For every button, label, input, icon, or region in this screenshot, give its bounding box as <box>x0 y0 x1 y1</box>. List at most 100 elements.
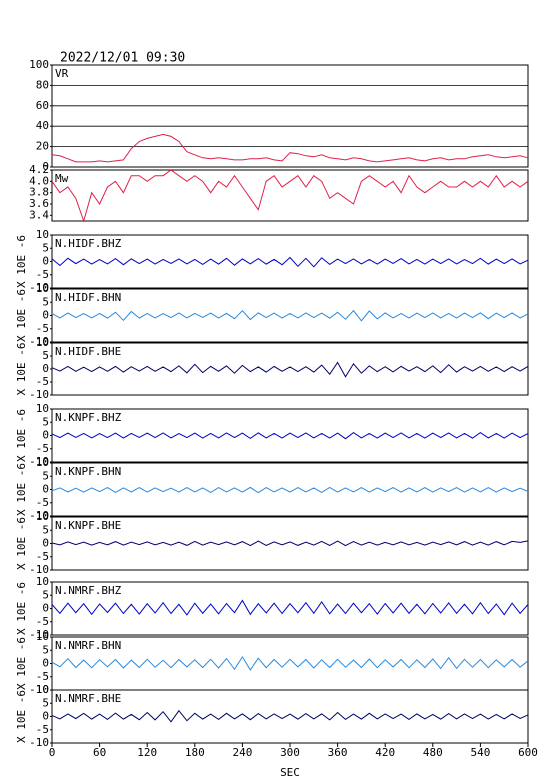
y-tick-label: 10 <box>36 683 49 696</box>
x-tick-label: 120 <box>137 746 157 759</box>
panel-frame <box>51 689 529 744</box>
panel-label: N.KNPF.BHN <box>55 465 121 478</box>
y-tick-label: -10 <box>29 736 49 749</box>
y-tick-label: 0 <box>42 429 49 442</box>
y-tick-label: 0 <box>42 309 49 322</box>
series-line <box>51 309 529 322</box>
y-axis-label: X 10E -6 <box>15 517 28 570</box>
y-tick-label: 5 <box>42 415 49 428</box>
y-tick-label: 3.4 <box>29 208 49 221</box>
series-line <box>51 599 529 616</box>
panel-label: N.HIDF.BHE <box>55 345 121 358</box>
series-line <box>51 486 529 494</box>
panel-frame <box>51 581 529 636</box>
y-axis-label: X 10E -6 <box>15 690 28 743</box>
x-tick-label: 360 <box>328 746 348 759</box>
y-tick-label: 4.2 <box>29 163 49 176</box>
y-tick-label: 5 <box>42 643 49 656</box>
y-tick-label: 10 <box>36 282 49 295</box>
series-line <box>51 133 529 163</box>
x-tick-label: 540 <box>470 746 490 759</box>
y-tick-label: 0 <box>42 602 49 615</box>
y-axis-label: X 10E -6 <box>15 582 28 635</box>
y-tick-label: -5 <box>36 550 49 563</box>
y-tick-label: -5 <box>36 375 49 388</box>
panel-label: N.HIDF.BHN <box>55 291 121 304</box>
y-axis-label: X 10E -6 <box>15 409 28 462</box>
panel-frame <box>51 169 529 222</box>
y-tick-label: 5 <box>42 523 49 536</box>
y-axis-label: X 10E -6 <box>15 343 28 396</box>
y-tick-label: -10 <box>29 388 49 401</box>
x-axis-label: SEC <box>280 766 300 779</box>
y-tick-label: 3.8 <box>29 186 49 199</box>
y-tick-label: 5 <box>42 469 49 482</box>
y-tick-label: -10 <box>29 628 49 641</box>
panel-frame <box>51 64 529 168</box>
y-tick-label: 10 <box>36 402 49 415</box>
panel-label: N.NMRF.BHN <box>55 639 121 652</box>
x-tick-label: 180 <box>185 746 205 759</box>
panel-label: VR <box>55 67 69 80</box>
y-tick-label: -10 <box>29 509 49 522</box>
x-tick-label: 300 <box>280 746 300 759</box>
y-axis-label: X 10E -6 <box>15 637 28 690</box>
series-line <box>51 540 529 547</box>
panel-frame <box>51 342 529 396</box>
y-tick-label: 10 <box>36 228 49 241</box>
y-tick-label: 20 <box>36 140 49 153</box>
y-tick-label: 3.6 <box>29 197 49 210</box>
chart-title: 2022/12/01 09:30 <box>60 51 185 66</box>
y-tick-label: 5 <box>42 241 49 254</box>
y-tick-label: -10 <box>29 455 49 468</box>
panel-label: Mw <box>55 172 69 185</box>
series-line <box>51 655 529 671</box>
panel-frame <box>51 636 529 691</box>
y-tick-label: 10 <box>36 336 49 349</box>
y-tick-label: 0 <box>42 657 49 670</box>
y-tick-label: 5 <box>42 588 49 601</box>
y-tick-label: 0 <box>42 255 49 268</box>
y-tick-label: -10 <box>29 563 49 576</box>
series-line <box>51 361 529 378</box>
panel-frame <box>51 462 529 517</box>
panel-label: N.KNPF.BHE <box>55 519 121 532</box>
y-tick-label: -10 <box>29 335 49 348</box>
panel-label: N.HIDF.BHZ <box>55 237 122 250</box>
series-line <box>51 709 529 723</box>
y-axis-label: X 10E -6 <box>15 463 28 516</box>
y-tick-label: 10 <box>36 456 49 469</box>
y-tick-label: 10 <box>36 575 49 588</box>
y-tick-label: -5 <box>36 322 49 335</box>
y-tick-label: 5 <box>42 295 49 308</box>
y-tick-label: -5 <box>36 615 49 628</box>
panel-frame <box>51 288 529 343</box>
y-tick-label: 5 <box>42 696 49 709</box>
y-tick-label: -5 <box>36 496 49 509</box>
x-tick-label: 0 <box>49 746 56 759</box>
y-tick-label: -5 <box>36 670 49 683</box>
y-tick-label: 0 <box>42 710 49 723</box>
y-tick-label: 0 <box>42 483 49 496</box>
y-tick-label: 10 <box>36 510 49 523</box>
y-tick-label: 100 <box>29 58 49 71</box>
y-tick-label: 0 <box>42 537 49 550</box>
panel-label: N.NMRF.BHZ <box>55 584 122 597</box>
panel-label: N.KNPF.BHZ <box>55 411 122 424</box>
panel-frame <box>51 234 529 289</box>
y-tick-label: -10 <box>29 683 49 696</box>
panel-frame <box>51 408 529 463</box>
y-tick-label: 80 <box>36 78 49 91</box>
series-line <box>51 169 529 223</box>
x-tick-label: 600 <box>518 746 538 759</box>
y-tick-label: 0 <box>42 362 49 375</box>
series-line <box>51 256 529 268</box>
y-axis-label: X 10E -6 <box>15 289 28 342</box>
y-tick-label: -5 <box>36 442 49 455</box>
x-tick-label: 420 <box>375 746 395 759</box>
y-axis-label: X 10E -6 <box>15 235 28 288</box>
panel-frame <box>51 516 529 571</box>
y-tick-label: -10 <box>29 281 49 294</box>
y-tick-label: -5 <box>36 723 49 736</box>
series-line <box>51 431 529 440</box>
